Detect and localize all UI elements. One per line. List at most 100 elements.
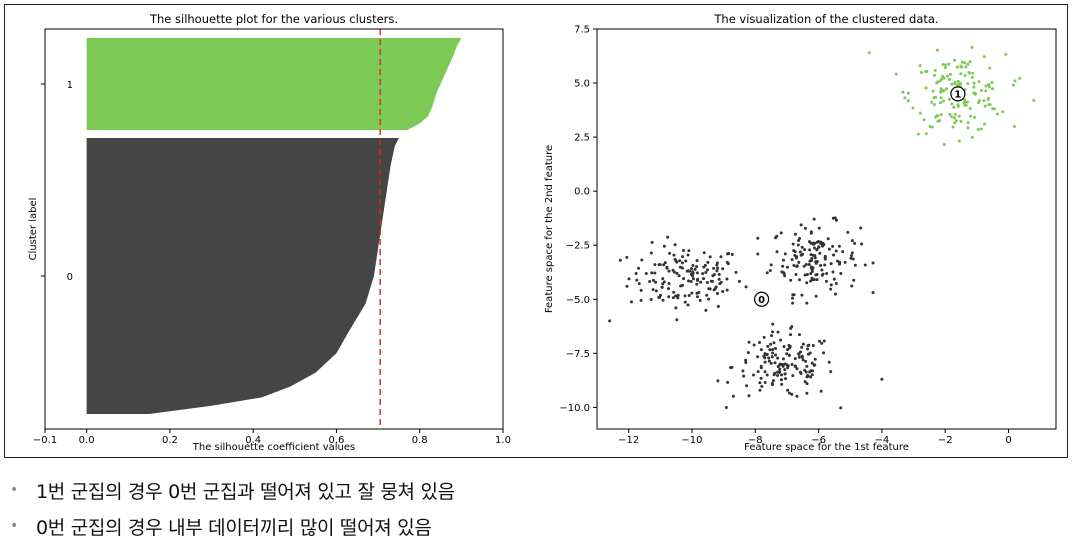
scatter-point-cluster-0: [827, 360, 831, 364]
scatter-point-cluster-1: [938, 101, 942, 105]
scatter-point-cluster-1: [924, 86, 928, 90]
x-tick-label: 0: [1005, 435, 1011, 446]
scatter-point-cluster-1: [976, 127, 980, 131]
scatter-point-cluster-0: [667, 269, 671, 273]
scatter-point-cluster-0: [695, 282, 699, 286]
scatter-point-cluster-0: [662, 280, 666, 284]
scatter-point-cluster-1: [972, 85, 976, 89]
scatter-point-cluster-1: [939, 113, 943, 117]
scatter-point-cluster-0: [853, 241, 857, 245]
scatter-point-cluster-0: [817, 226, 821, 230]
scatter-point-cluster-0: [806, 374, 810, 378]
scatter-point-cluster-0: [651, 278, 655, 282]
scatter-point-cluster-1: [960, 65, 964, 69]
scatter-point-cluster-0: [676, 293, 680, 297]
scatter-point-cluster-1: [956, 79, 960, 83]
scatter-point-cluster-0: [803, 273, 807, 277]
scatter-point-cluster-1: [934, 115, 938, 119]
scatter-point-cluster-0: [832, 253, 836, 257]
scatter-point-cluster-0: [786, 366, 790, 370]
scatter-point-cluster-1: [988, 103, 992, 107]
scatter-point-cluster-0: [820, 268, 824, 272]
scatter-point-cluster-0: [629, 300, 633, 304]
scatter-point-cluster-0: [795, 264, 799, 268]
scatter-point-cluster-0: [819, 241, 823, 245]
scatter-point-cluster-0: [695, 271, 699, 275]
scatter-point-cluster-0: [770, 334, 774, 338]
scatter-point-cluster-0: [756, 236, 760, 240]
scatter-point-cluster-0: [707, 297, 711, 301]
scatter-point-cluster-0: [666, 235, 670, 239]
scatter-point-cluster-1: [950, 115, 954, 119]
scatter-point-cluster-1: [966, 126, 970, 130]
scatter-point-cluster-0: [823, 254, 827, 258]
scatter-point-cluster-0: [714, 285, 718, 289]
cluster-center-label: 0: [758, 295, 765, 306]
scatter-point-cluster-0: [627, 277, 631, 281]
scatter-point-cluster-0: [829, 283, 833, 287]
scatter-point-cluster-0: [790, 392, 794, 396]
scatter-point-cluster-0: [790, 363, 794, 367]
scatter-point-cluster-1: [950, 102, 954, 106]
scatter-point-cluster-0: [661, 277, 665, 281]
scatter-point-cluster-0: [727, 252, 731, 256]
scatter-point-cluster-0: [850, 239, 854, 243]
scatter-point-cluster-0: [800, 354, 804, 358]
scatter-point-cluster-1: [945, 87, 949, 91]
scatter-point-cluster-1: [928, 125, 932, 129]
scatter-point-cluster-1: [979, 88, 983, 92]
scatter-point-cluster-1: [968, 71, 972, 75]
scatter-point-cluster-1: [941, 89, 945, 93]
scatter-point-cluster-0: [658, 296, 662, 300]
scatter-point-cluster-0: [745, 384, 749, 388]
scatter-point-cluster-0: [808, 370, 812, 374]
scatter-point-cluster-0: [834, 249, 838, 253]
scatter-point-cluster-1: [941, 99, 945, 103]
scatter-point-cluster-0: [715, 269, 719, 273]
scatter-point-cluster-1: [1012, 125, 1016, 129]
scatter-point-cluster-0: [765, 271, 769, 275]
scatter-point-cluster-0: [650, 271, 654, 275]
scatter-point-cluster-1: [968, 107, 972, 111]
scatter-point-cluster-0: [831, 270, 835, 274]
scatter-point-cluster-0: [815, 248, 819, 252]
scatter-point-cluster-0: [759, 376, 763, 380]
scatter-point-cluster-0: [701, 272, 705, 276]
scatter-point-cluster-0: [673, 257, 677, 261]
scatter-point-cluster-0: [672, 290, 676, 294]
scatter-point-cluster-1: [947, 78, 951, 82]
scatter-point-cluster-0: [809, 272, 813, 276]
y-tick-label: 2.5: [574, 133, 590, 144]
scatter-point-cluster-0: [711, 279, 715, 283]
scatter-point-cluster-1: [977, 80, 981, 84]
scatter-point-cluster-0: [608, 319, 612, 323]
scatter-point-cluster-0: [804, 262, 808, 266]
scatter-point-cluster-0: [792, 293, 796, 297]
scatter-point-cluster-0: [809, 231, 813, 235]
scatter-point-cluster-0: [686, 303, 690, 307]
scatter-point-cluster-0: [795, 394, 799, 398]
scatter-point-cluster-0: [790, 258, 794, 262]
scatter-point-cluster-1: [906, 99, 910, 103]
scatter-point-cluster-0: [758, 381, 762, 385]
scatter-point-cluster-0: [833, 292, 837, 296]
scatter-point-cluster-1: [1018, 76, 1022, 80]
scatter-plot: The visualization of the clustered data.…: [544, 12, 1057, 453]
scatter-point-cluster-1: [971, 71, 975, 75]
scatter-point-cluster-0: [781, 357, 785, 361]
scatter-point-cluster-0: [788, 391, 792, 395]
scatter-point-cluster-0: [758, 388, 762, 392]
scatter-y-axis-label: Feature space for the 2nd feature: [544, 145, 555, 313]
scatter-point-cluster-0: [704, 270, 708, 274]
scatter-point-cluster-0: [800, 345, 804, 349]
scatter-point-cluster-1: [996, 112, 1000, 116]
scatter-point-cluster-0: [684, 259, 688, 263]
scatter-point-cluster-1: [906, 91, 910, 95]
scatter-point-cluster-0: [797, 352, 801, 356]
y-tick-label: −10.0: [559, 403, 590, 414]
scatter-point-cluster-0: [841, 250, 845, 254]
scatter-point-cluster-1: [920, 70, 924, 74]
scatter-point-cluster-1: [973, 92, 977, 96]
scatter-point-cluster-1: [918, 111, 922, 115]
scatter-point-cluster-1: [943, 66, 947, 70]
